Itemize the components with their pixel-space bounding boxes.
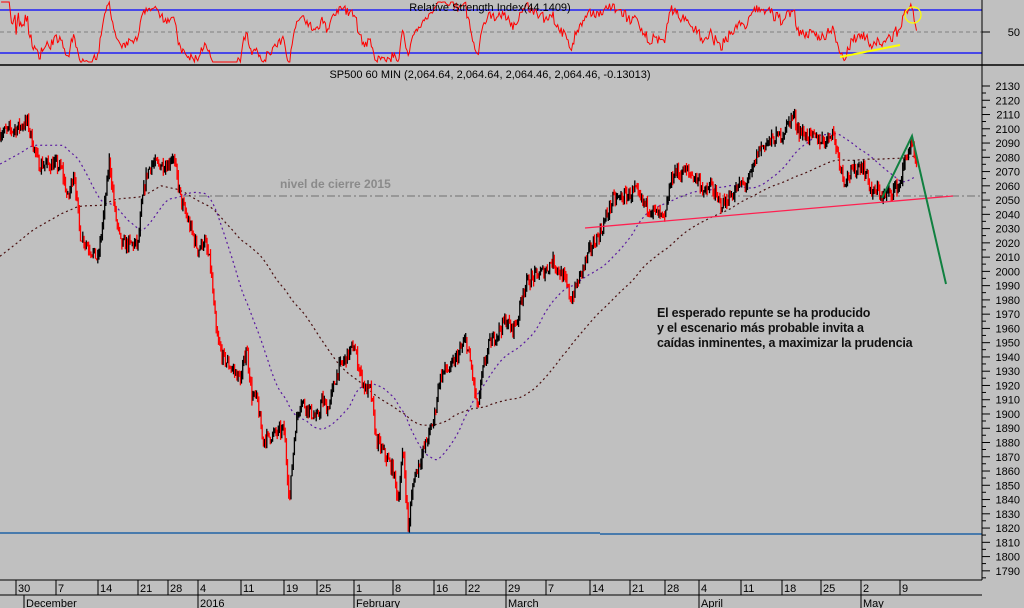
month-label: April <box>701 598 723 608</box>
price-tick-label: 2020 <box>996 238 1020 250</box>
price-tick-label: 1960 <box>996 323 1020 335</box>
price-tick-label: 1850 <box>996 480 1020 492</box>
price-tick-label: 2130 <box>996 81 1020 93</box>
price-tick-label: 2000 <box>996 266 1020 278</box>
projection-lines <box>881 133 947 285</box>
price-tick-label: 2060 <box>996 181 1020 193</box>
price-tick-label: 1900 <box>996 409 1020 421</box>
moving-average-fast <box>0 133 917 461</box>
price-tick-label: 1800 <box>996 552 1020 564</box>
price-tick-label: 1990 <box>996 281 1020 293</box>
date-tick-label: 28 <box>170 583 182 595</box>
date-tick-label: 8 <box>395 583 401 595</box>
date-tick-label: 22 <box>468 583 480 595</box>
date-tick-label: 19 <box>286 583 298 595</box>
price-tick-label: 1880 <box>996 438 1020 450</box>
price-tick-label: 1940 <box>996 352 1020 364</box>
date-tick-label: 16 <box>436 583 448 595</box>
price-tick-label: 1830 <box>996 509 1020 521</box>
time-axis: 30 7 14 21 28 4 11 19 25 1 8 16 22 29 7 14 21 28 4 11 18 25 2 9… <box>15 580 908 608</box>
moving-average-slow <box>0 155 917 426</box>
date-tick-label: 4 <box>701 583 707 595</box>
price-tick-label: 2090 <box>996 138 1020 150</box>
date-tick-label: 11 <box>743 583 754 595</box>
price-tick-label: 2120 <box>996 95 1020 107</box>
annotation-line-2: y el escenario más probable invita a <box>657 321 864 335</box>
date-tick-label: 25 <box>319 583 331 595</box>
trend-support-line <box>584 195 954 229</box>
date-tick-label: 21 <box>140 583 152 595</box>
rsi-axis: 50 <box>982 27 1020 39</box>
price-tick-label: 2050 <box>996 195 1020 207</box>
date-tick-label: 1 <box>356 583 362 595</box>
date-tick-label: 2 <box>863 583 869 595</box>
price-tick-label: 1820 <box>996 523 1020 535</box>
price-tick-label: 1860 <box>996 466 1020 478</box>
price-tick-label: 1950 <box>996 338 1020 350</box>
price-axis: 2130 2120 2110 2100 2090 2080 2070 2060 2050 2040… <box>982 81 1020 579</box>
month-label: December <box>26 598 77 608</box>
month-label: March <box>508 598 539 608</box>
price-tick-label: 1890 <box>996 423 1020 435</box>
date-tick-label: 18 <box>784 583 796 595</box>
price-tick-label: 2010 <box>996 252 1020 264</box>
price-tick-label: 1920 <box>996 380 1020 392</box>
date-tick-label: 4 <box>200 583 206 595</box>
annotation-line-3: caídas inminentes, a maximizar la pruden… <box>657 336 913 350</box>
price-tick-label: 2070 <box>996 167 1020 179</box>
date-tick-label: 28 <box>667 583 679 595</box>
month-label: February <box>356 598 401 608</box>
rsi-axis-label: 50 <box>1008 27 1020 39</box>
price-tick-label: 2080 <box>996 152 1020 164</box>
date-tick-label: 7 <box>548 583 554 595</box>
date-tick-label: 14 <box>592 583 604 595</box>
chart-title: SP500 60 MIN (2,064.64, 2,064.64, 2,064.… <box>329 69 651 81</box>
rsi-highlight-circle <box>904 6 922 24</box>
price-tick-label: 1810 <box>996 537 1020 549</box>
date-tick-label: 25 <box>823 583 835 595</box>
date-tick-label: 14 <box>100 583 112 595</box>
price-tick-label: 2040 <box>996 209 1020 221</box>
rsi-panel <box>0 0 982 64</box>
date-tick-label: 9 <box>902 583 908 595</box>
date-tick-label: 7 <box>58 583 64 595</box>
price-tick-label: 1910 <box>996 395 1020 407</box>
date-tick-label: 11 <box>243 583 254 595</box>
price-tick-label: 1980 <box>996 295 1020 307</box>
annotation-text: El esperado repunte se ha producido y el… <box>657 306 913 351</box>
date-tick-label: 21 <box>632 583 644 595</box>
price-tick-label: 1840 <box>996 495 1020 507</box>
date-tick-label: 30 <box>18 583 30 595</box>
rsi-title: Relative Strength Index(44.1409) <box>409 2 571 14</box>
date-tick-label: 29 <box>508 583 520 595</box>
candles <box>0 108 918 533</box>
price-tick-label: 2030 <box>996 224 1020 236</box>
price-tick-label: 1790 <box>996 566 1020 578</box>
price-tick-label: 1970 <box>996 309 1020 321</box>
month-label: May <box>863 598 884 608</box>
month-label: 2016 <box>200 598 224 608</box>
price-tick-label: 2110 <box>996 110 1020 122</box>
rsi-trendline <box>839 44 901 58</box>
price-tick-label: 1870 <box>996 452 1020 464</box>
rsi-line <box>1 0 917 64</box>
price-tick-label: 2100 <box>996 124 1020 136</box>
annotation-line-1: El esperado repunte se ha producido <box>657 306 871 320</box>
level-2015-label: nivel de cierre 2015 <box>280 177 391 191</box>
price-tick-label: 1930 <box>996 366 1020 378</box>
